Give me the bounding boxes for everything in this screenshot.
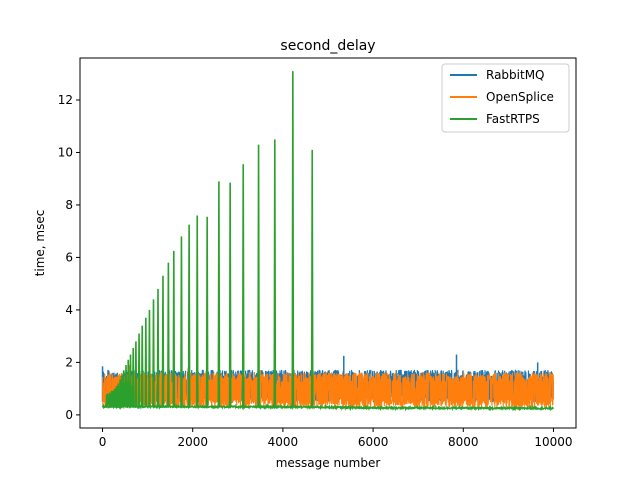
- series-layer: [101, 71, 555, 412]
- series-spike-fastrtps: [148, 309, 151, 407]
- series-spike-fastrtps: [180, 236, 183, 407]
- series-spike-fastrtps: [126, 359, 130, 407]
- series-spike-fastrtps: [118, 379, 122, 407]
- series-spike-fastrtps: [144, 317, 148, 407]
- series-spike-fastrtps: [291, 71, 295, 407]
- series-spike-fastrtps: [241, 164, 245, 407]
- series-spike-fastrtps: [167, 262, 170, 407]
- series-spike-fastrtps: [122, 370, 126, 407]
- y-tick-label: 4: [65, 303, 73, 317]
- legend-entry-rabbitmq: RabbitMQ: [450, 68, 545, 82]
- series-spike-fastrtps: [137, 333, 141, 407]
- series-spike-fastrtps: [187, 224, 191, 407]
- y-tick-label: 6: [65, 250, 73, 264]
- legend-box: [441, 63, 570, 133]
- series-line-opensplice: [101, 372, 555, 408]
- series-spike-fastrtps: [205, 216, 209, 407]
- series-spike-fastrtps: [195, 215, 199, 407]
- y-tick-label: 2: [65, 355, 73, 369]
- series-spike-fastrtps: [172, 250, 176, 407]
- x-axis-ticks: 0 2000 4000 6000 8000 10000: [99, 428, 573, 449]
- series-spike-fastrtps: [116, 383, 120, 407]
- series-spike-fastrtps: [124, 365, 128, 407]
- x-tick-label: 2000: [177, 435, 208, 449]
- series-spike-fastrtps: [310, 149, 314, 408]
- legend-label-opensplice: OpenSplice: [486, 90, 554, 104]
- legend-label-rabbitmq: RabbitMQ: [486, 68, 545, 82]
- series-spike-fastrtps: [152, 299, 155, 407]
- y-tick-label: 0: [65, 408, 73, 422]
- legend-entry-fastrtps: FastRTPS: [450, 112, 540, 126]
- x-tick-label: 10000: [534, 435, 572, 449]
- series-spike-fastrtps: [140, 325, 144, 407]
- x-tick-label: 4000: [268, 435, 299, 449]
- y-tick-label: 12: [58, 93, 73, 107]
- y-axis-label: time, msec: [33, 210, 47, 277]
- series-spike-fastrtps: [111, 391, 115, 407]
- series-spike-fastrtps: [120, 375, 124, 407]
- x-axis-label: message number: [276, 456, 381, 470]
- chart-title: second_delay: [280, 38, 375, 54]
- series-spike-fastrtps: [217, 181, 221, 407]
- series-spike-fastrtps: [273, 139, 277, 407]
- series-spike-fastrtps: [156, 288, 160, 407]
- series-spike-fastrtps: [228, 182, 232, 407]
- x-tick-label: 8000: [448, 435, 479, 449]
- series-spike-fastrtps: [131, 347, 135, 407]
- series-spike-fastrtps: [115, 385, 118, 407]
- series-spike-fastrtps: [257, 144, 260, 407]
- series-line-fastrtps: [101, 403, 555, 412]
- y-tick-label: 10: [58, 145, 73, 159]
- x-tick-label: 6000: [358, 435, 389, 449]
- y-tick-label: 8: [65, 198, 73, 212]
- legend-label-fastrtps: FastRTPS: [486, 112, 540, 126]
- y-axis-ticks: 0 2 4 6 8 10 12: [58, 93, 80, 422]
- plot-area-frame: [79, 57, 577, 429]
- series-spike-fastrtps: [134, 341, 138, 407]
- series-spike-fastrtps: [129, 354, 132, 407]
- series-spike-fastrtps: [113, 388, 117, 407]
- legend: RabbitMQ OpenSplice FastRTPS: [441, 63, 570, 133]
- x-tick-label: 0: [99, 435, 107, 449]
- legend-entry-opensplice: OpenSplice: [450, 90, 554, 104]
- series-spike-fastrtps: [161, 275, 165, 407]
